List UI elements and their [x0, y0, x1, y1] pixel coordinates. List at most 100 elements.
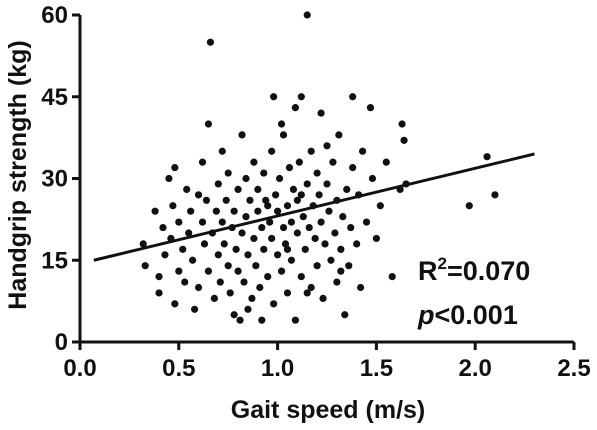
data-point	[258, 316, 266, 324]
data-point	[353, 240, 361, 248]
data-point	[218, 218, 226, 226]
regression-line	[93, 152, 535, 262]
data-point	[279, 131, 288, 139]
data-point	[262, 196, 270, 204]
data-point	[277, 267, 286, 275]
data-point	[252, 262, 260, 270]
data-point	[388, 273, 396, 281]
data-point	[214, 251, 222, 259]
data-point	[224, 262, 232, 270]
data-point	[202, 196, 211, 204]
data-point	[301, 245, 309, 253]
data-point	[139, 240, 147, 248]
data-point	[329, 158, 337, 166]
data-point	[194, 191, 203, 199]
data-point	[285, 164, 294, 172]
data-point	[234, 267, 242, 275]
data-point	[264, 273, 272, 281]
data-point	[171, 300, 179, 308]
y-axis-title: Handgrip strength (kg)	[4, 40, 32, 309]
data-point	[258, 223, 266, 232]
data-point	[175, 218, 183, 226]
p-value: <0.001	[435, 300, 518, 330]
data-point	[256, 283, 264, 292]
data-point	[398, 120, 406, 128]
data-point	[141, 262, 149, 270]
data-point	[295, 158, 303, 166]
data-point	[212, 207, 220, 215]
data-point	[181, 278, 189, 286]
r2-superscript: 2	[438, 254, 447, 273]
data-point	[283, 289, 292, 297]
data-point	[264, 202, 272, 210]
data-point	[400, 136, 408, 144]
data-point	[240, 278, 248, 286]
data-point	[206, 38, 215, 46]
data-point	[214, 180, 222, 188]
data-points	[139, 11, 499, 324]
data-point	[194, 283, 203, 292]
data-point	[297, 93, 305, 101]
regression-line-group	[93, 152, 535, 262]
y-tick-label: 0	[55, 329, 68, 356]
p-annotation: p<0.001	[417, 300, 518, 330]
y-ticks: 0 15 30 45 60	[41, 2, 80, 356]
data-point	[337, 267, 345, 275]
y-tick-label: 60	[41, 2, 68, 29]
data-point	[244, 251, 252, 259]
data-point	[165, 174, 173, 183]
data-point	[204, 267, 213, 275]
y-tick-label: 30	[41, 166, 68, 193]
data-point	[200, 240, 209, 248]
data-point	[155, 289, 163, 297]
data-point	[339, 213, 347, 221]
data-point	[291, 104, 299, 112]
data-point	[274, 207, 282, 215]
data-point	[323, 180, 331, 188]
data-point	[281, 240, 290, 248]
data-point	[287, 218, 296, 226]
data-point	[232, 245, 240, 253]
data-point	[198, 218, 207, 226]
data-point	[362, 218, 371, 226]
y-tick-label: 45	[41, 84, 68, 111]
data-point	[311, 234, 319, 243]
data-point	[185, 229, 193, 237]
data-point	[234, 185, 242, 193]
data-point	[293, 229, 301, 237]
data-point	[183, 185, 191, 193]
data-point	[250, 234, 258, 243]
y-tick-label: 15	[41, 247, 68, 274]
data-point	[277, 120, 286, 128]
data-point	[151, 207, 159, 215]
data-point	[283, 202, 292, 210]
data-point	[321, 240, 329, 248]
data-point	[155, 273, 163, 281]
data-point	[224, 169, 232, 177]
data-point	[230, 207, 238, 215]
data-point	[317, 218, 325, 226]
data-point	[270, 300, 278, 308]
data-point	[289, 185, 298, 193]
data-point	[335, 131, 343, 139]
data-point	[161, 251, 169, 259]
data-point	[236, 316, 244, 324]
data-point	[204, 120, 213, 128]
data-point	[356, 283, 365, 292]
data-point	[307, 283, 315, 292]
data-point	[349, 93, 357, 101]
data-point	[368, 174, 377, 183]
data-point	[297, 191, 305, 199]
data-point	[331, 229, 339, 237]
data-point	[171, 164, 179, 172]
data-point	[179, 245, 187, 253]
data-point	[268, 234, 276, 243]
x-tick-label: 2.0	[459, 355, 492, 382]
data-point	[187, 207, 195, 215]
data-point	[242, 174, 250, 183]
x-tick-label: 1.0	[261, 355, 294, 382]
data-point	[376, 202, 384, 210]
data-point	[274, 251, 282, 259]
data-point	[313, 262, 321, 270]
r2-prefix: R	[418, 256, 438, 286]
